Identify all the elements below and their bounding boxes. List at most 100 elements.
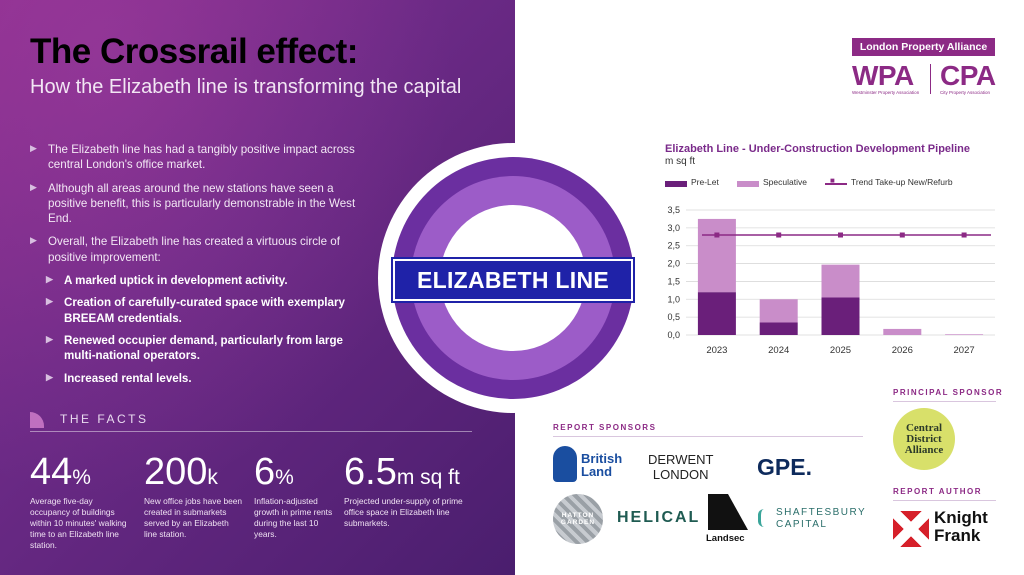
british-land-word: British — [581, 451, 623, 466]
facts-divider — [30, 431, 472, 432]
fact-rents: 6% Inflation-adjusted growth in prime re… — [254, 452, 334, 540]
x-tick-label: 2023 — [706, 345, 727, 356]
principal-divider — [893, 401, 996, 402]
knight-frank-mark-icon — [893, 511, 929, 547]
derwent-word: LONDON — [652, 467, 709, 482]
fact-unit: k — [207, 466, 218, 489]
report-author-heading: REPORT AUTHOR — [893, 487, 982, 496]
y-tick-label: 0,0 — [667, 330, 680, 340]
hatton-word: HATTON — [561, 512, 595, 519]
pipeline-chart: 0,0 0,5 1,0 1,5 2,0 2,5 3,0 3,5 2023 2024 2025 2026… — [667, 205, 995, 356]
cpa-caption: City Property Association — [940, 90, 991, 95]
sponsors-divider — [553, 436, 863, 437]
fact-number: 6 — [254, 451, 276, 493]
fact-description: Inflation-adjusted growth in prime rents… — [254, 496, 333, 539]
shaftesbury-mark-icon — [758, 509, 770, 527]
derwent-word: DERWENT — [648, 452, 714, 467]
fact-unit: m sq ft — [396, 466, 460, 489]
bar-speculative — [821, 264, 860, 298]
y-tick-label: 1,5 — [667, 276, 680, 286]
hatton-garden-logo: HATTON GARDEN — [553, 494, 603, 544]
bullet-item: The Elizabeth line has had a tangibly po… — [30, 142, 370, 173]
fact-number: 200 — [144, 451, 208, 493]
logo-divider — [930, 64, 931, 94]
trend-marker — [714, 232, 720, 238]
sub-bullet-item: Renewed occupier demand, particularly fr… — [30, 333, 370, 364]
british-land-word: Land — [581, 464, 613, 479]
central-district-alliance-logo: Central District Alliance — [893, 408, 955, 470]
bar-pre-let — [821, 297, 860, 335]
shaftesbury-word: CAPITAL — [776, 519, 828, 530]
knight-frank-logo: Knight Frank — [934, 509, 988, 545]
fact-unit: % — [72, 466, 91, 489]
wpa-logo: WPA — [852, 60, 914, 91]
sub-bullet-item: A marked uptick in development activity. — [30, 273, 370, 288]
helical-logo: HELICAL — [617, 509, 701, 526]
page-title: The Crossrail effect: — [30, 32, 358, 71]
bullet-item: Overall, the Elizabeth line has created … — [30, 234, 370, 265]
british-land-logo: British Land — [581, 452, 622, 478]
principal-sponsor-heading: PRINCIPAL SPONSOR — [893, 388, 1004, 397]
landsec-logo: Landsec — [706, 533, 745, 544]
gpe-logo: GPE. — [757, 454, 812, 480]
page-subtitle: How the Elizabeth line is transforming t… — [30, 76, 462, 98]
fact-number: 44 — [30, 451, 73, 493]
bullet-item: Although all areas around the new statio… — [30, 181, 370, 227]
y-tick-label: 2,0 — [667, 259, 680, 269]
landsec-mark-icon — [708, 494, 748, 530]
cpa-logo: CPA — [940, 60, 996, 91]
bar-speculative — [759, 299, 798, 323]
legend-label: Pre-Let — [691, 177, 719, 187]
author-divider — [893, 500, 996, 501]
x-tick-label: 2024 — [768, 345, 789, 356]
cda-word: District — [906, 432, 942, 445]
trend-marker — [838, 232, 843, 238]
x-tick-label: 2025 — [830, 345, 851, 356]
legend-marker-icon: ■ — [830, 176, 835, 185]
x-tick-label: 2027 — [954, 345, 975, 356]
trend-marker — [899, 232, 905, 238]
bar-pre-let — [697, 292, 736, 335]
lpa-badge: London Property Alliance — [852, 38, 995, 56]
british-land-lion-icon — [553, 446, 577, 482]
fact-description: New office jobs have been created in sub… — [144, 496, 243, 539]
bar-pre-let — [759, 322, 798, 335]
sub-bullet-item: Increased rental levels. — [30, 371, 370, 386]
trend-marker — [776, 232, 782, 238]
facts-mark-icon — [30, 412, 44, 428]
fact-jobs: 200k New office jobs have been created i… — [144, 452, 244, 540]
knight-frank-word: Knight — [934, 508, 988, 527]
bullet-list: The Elizabeth line has had a tangibly po… — [30, 142, 370, 393]
knight-frank-word: Frank — [934, 526, 981, 545]
fact-occupancy: 44% Average five-day occupancy of buildi… — [30, 452, 130, 551]
legend-swatch-speculative — [737, 181, 759, 187]
fact-unit: % — [275, 466, 294, 489]
shaftesbury-logo: SHAFTESBURY CAPITAL — [776, 507, 866, 531]
roundel-bar: ELIZABETH LINE — [391, 257, 635, 303]
hatton-word: GARDEN — [560, 519, 596, 526]
facts-heading: THE FACTS — [60, 412, 149, 426]
cda-word: Alliance — [904, 443, 944, 456]
cda-word: Central — [905, 421, 943, 434]
chart-title: Elizabeth Line - Under-Construction Deve… — [665, 143, 970, 155]
y-tick-label: 3,0 — [667, 223, 680, 233]
x-tick-label: 2026 — [892, 345, 913, 356]
bar-speculative — [945, 334, 984, 335]
fact-number: 6.5 — [344, 451, 397, 493]
bar-speculative — [883, 328, 922, 335]
wpa-caption: Westminster Property Association — [852, 90, 920, 95]
y-tick-label: 0,5 — [667, 312, 680, 322]
y-tick-label: 1,0 — [667, 294, 680, 304]
chart-unit-label: m sq ft — [665, 156, 696, 167]
legend-label: Trend Take-up New/Refurb — [851, 177, 953, 187]
elizabeth-line-roundel: ELIZABETH LINE — [378, 143, 648, 413]
fact-undersupply: 6.5m sq ft Projected under-supply of pri… — [344, 452, 484, 529]
trend-marker — [961, 232, 967, 238]
fact-description: Average five-day occupancy of buildings … — [30, 496, 127, 550]
report-sponsors-heading: REPORT SPONSORS — [553, 423, 657, 432]
derwent-london-logo: DERWENT LONDON — [648, 452, 713, 482]
legend-swatch-trend — [825, 183, 847, 185]
legend-swatch-prelet — [665, 181, 687, 187]
y-tick-label: 2,5 — [667, 241, 680, 251]
shaftesbury-word: SHAFTESBURY — [776, 507, 867, 518]
